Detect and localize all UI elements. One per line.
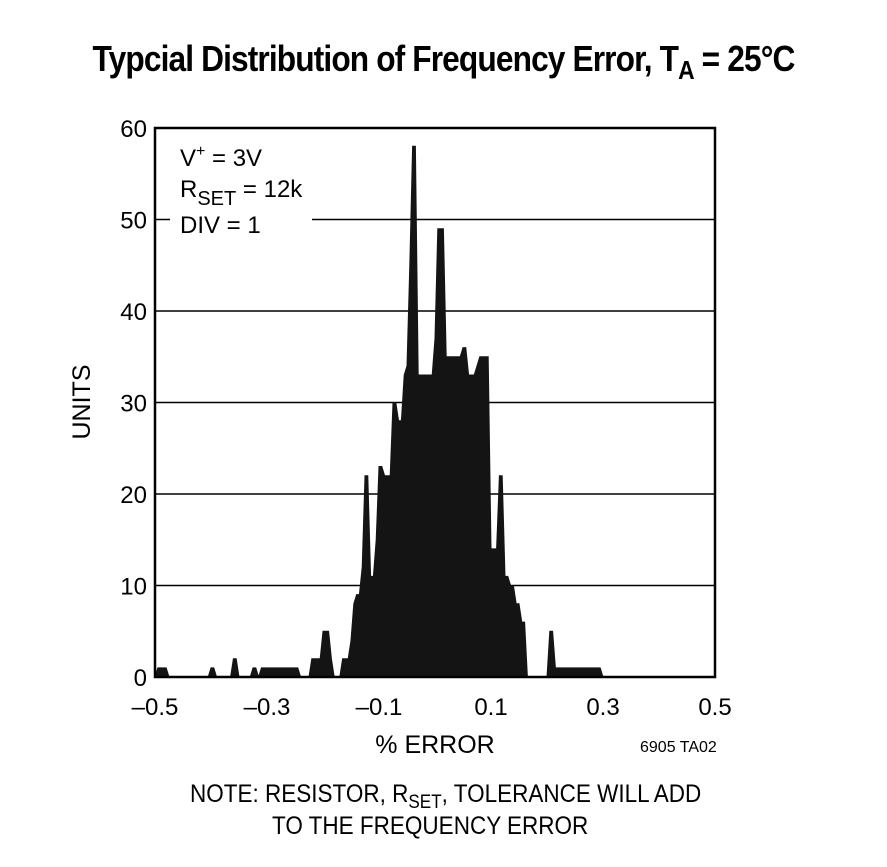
annotation-rset: RSET = 12k: [180, 176, 303, 210]
y-tick-label: 50: [120, 208, 147, 235]
y-tick-label: 30: [120, 391, 147, 418]
x-tick-label: –0.1: [356, 694, 403, 721]
title-main: Typcial Distribution of Frequency Error,…: [92, 38, 679, 79]
y-axis-label: UNITS: [68, 365, 96, 440]
title-suffix: = 25°C: [693, 38, 796, 79]
x-tick-label: 0.3: [586, 694, 619, 721]
plot-frame: [153, 126, 717, 679]
annotation-div: DIV = 1: [180, 212, 261, 239]
y-tick-label: 10: [120, 574, 147, 601]
y-tick-label: 20: [120, 482, 147, 509]
y-tick-label: 60: [120, 116, 147, 143]
annotation-background: [170, 138, 312, 246]
chart-title: Typcial Distribution of Frequency Error,…: [53, 38, 834, 86]
x-tick-label: 0.1: [474, 694, 507, 721]
x-tick-label: –0.3: [244, 694, 291, 721]
x-tick-label: –0.5: [132, 694, 179, 721]
note-line-2: TO THE FREQUENCY ERROR: [272, 812, 589, 840]
x-axis-label: % ERROR: [375, 731, 494, 759]
note-subscript: SET: [408, 792, 442, 813]
y-tick-label: 40: [120, 299, 147, 326]
x-tick-label: 0.5: [698, 694, 731, 721]
histogram-chart: 0 10 20 30 40 50 60 –0.5 –0.3 –0.1 0.1 0.3 0.5 UNIT…: [68, 116, 732, 759]
y-tick-labels: 0 10 20 30 40 50 60: [120, 116, 147, 692]
note-line-1: NOTE: RESISTOR, RSET, TOLERANCE WILL ADD: [190, 780, 887, 814]
figure-code: 6905 TA02: [640, 739, 717, 756]
note-suffix: , TOLERANCE WILL ADD: [441, 780, 702, 808]
title-subscript: A: [678, 55, 695, 85]
note-prefix: NOTE: RESISTOR, R: [190, 780, 409, 808]
x-tick-labels: –0.5 –0.3 –0.1 0.1 0.3 0.5: [132, 694, 732, 721]
y-tick-label: 0: [134, 665, 147, 692]
annotation-supply: V+ = 3V: [180, 143, 262, 172]
